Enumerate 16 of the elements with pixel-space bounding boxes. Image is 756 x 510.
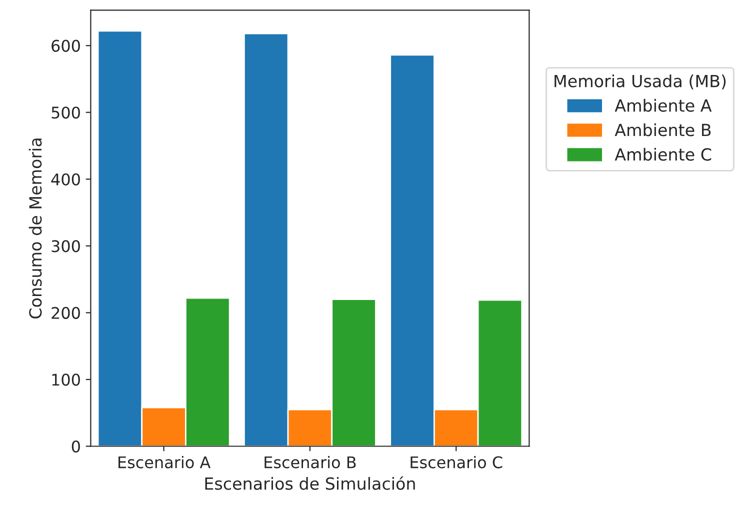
- y-tick-label: 500: [52, 106, 80, 119]
- y-tick-label: 200: [52, 306, 80, 319]
- y-tick-label: 0: [72, 440, 80, 453]
- legend-label: Ambiente B: [614, 123, 711, 136]
- legend-label: Ambiente A: [614, 98, 712, 112]
- y-tick-label: 100: [52, 374, 80, 386]
- y-tick-label: 300: [52, 240, 80, 252]
- y-tick-label: 400: [51, 173, 80, 186]
- x-axis-title: Escenarios de Simulación: [205, 476, 415, 490]
- x-tick-label: Escenario C: [410, 456, 502, 468]
- legend-title: Memoria Usada (MB): [554, 74, 726, 90]
- x-tick-label: Escenario B: [264, 456, 356, 468]
- legend-label: Ambiente C: [614, 148, 712, 161]
- y-axis-title: Consumo de Memoria: [28, 138, 42, 318]
- x-tick-label: Escenario A: [118, 456, 211, 468]
- y-tick-label: 600: [52, 40, 80, 52]
